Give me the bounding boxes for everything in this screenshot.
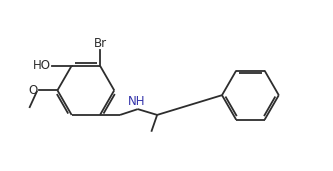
Text: HO: HO (33, 59, 51, 72)
Text: Br: Br (94, 37, 107, 50)
Text: O: O (29, 84, 38, 97)
Text: NH: NH (128, 95, 145, 108)
